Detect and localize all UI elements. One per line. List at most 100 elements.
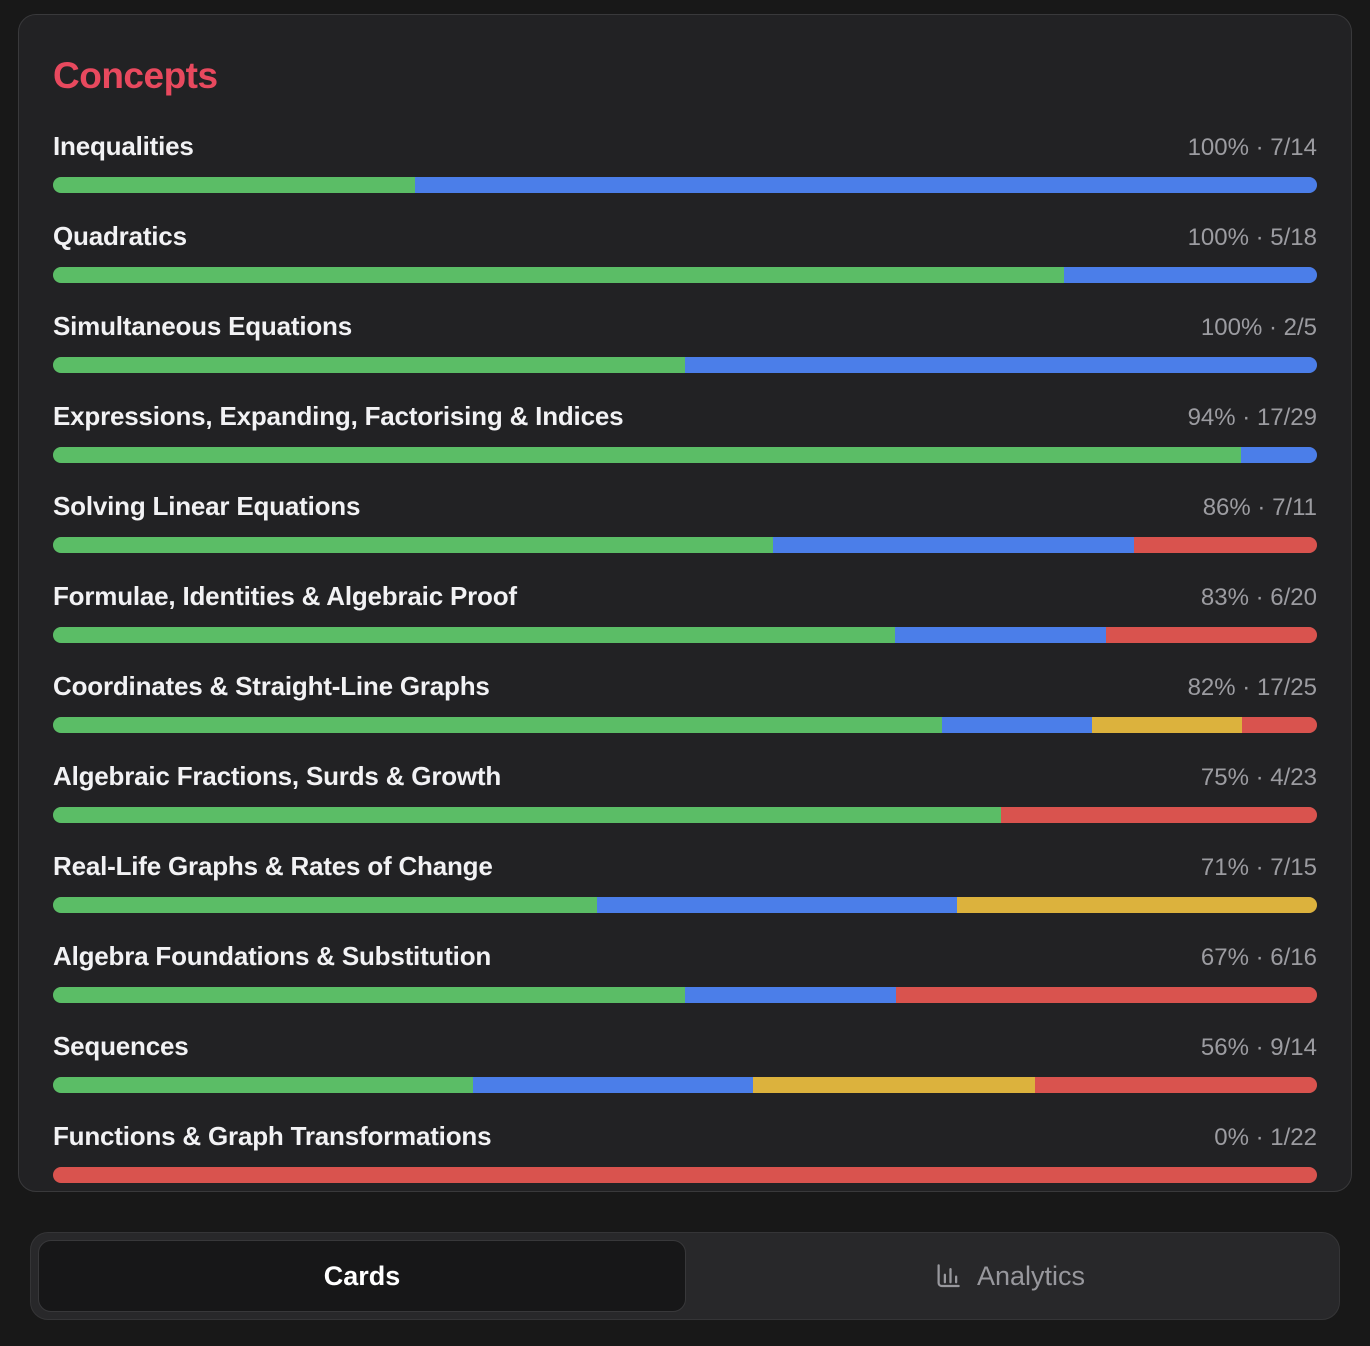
concept-row-header: Sequences 56% · 9/14 [53, 1030, 1317, 1064]
concept-row[interactable]: Solving Linear Equations 86% · 7/11 [53, 490, 1317, 553]
progress-segment-green [53, 537, 774, 553]
concept-row-header: Real-Life Graphs & Rates of Change 71% ·… [53, 850, 1317, 884]
progress-bar [53, 897, 1317, 913]
concept-row[interactable]: Simultaneous Equations 100% · 2/5 [53, 310, 1317, 373]
progress-segment-blue [414, 177, 1317, 193]
tab-cards[interactable]: Cards [38, 1240, 686, 1312]
concept-stats: 75% · 4/23 [1200, 764, 1317, 791]
concept-label: Real-Life Graphs & Rates of Change [53, 851, 493, 881]
concept-stats: 56% · 9/14 [1200, 1034, 1317, 1061]
concept-label: Expressions, Expanding, Factorising & In… [53, 401, 624, 431]
progress-bar [53, 1167, 1317, 1183]
concept-row[interactable]: Inequalities 100% · 7/14 [53, 130, 1317, 193]
progress-segment-green [53, 177, 415, 193]
concept-label: Algebraic Fractions, Surds & Growth [53, 761, 502, 791]
progress-segment-green [53, 447, 1242, 463]
view-switcher: Cards Analytics [30, 1232, 1340, 1320]
progress-segment-green [53, 717, 942, 733]
concept-list: Inequalities 100% · 7/14 Quadratics 100%… [53, 130, 1317, 1183]
progress-segment-blue [472, 1077, 754, 1093]
concept-row-header: Simultaneous Equations 100% · 2/5 [53, 310, 1317, 344]
progress-segment-yellow [956, 897, 1317, 913]
progress-segment-red [1133, 537, 1317, 553]
tab-analytics[interactable]: Analytics [686, 1240, 1332, 1312]
progress-segment-blue [1064, 267, 1317, 283]
concept-stats: 100% · 5/18 [1187, 224, 1317, 251]
tab-cards-label: Cards [323, 1260, 401, 1291]
progress-segment-green [53, 627, 895, 643]
progress-segment-red [1001, 807, 1317, 823]
concepts-panel: Concepts Inequalities 100% · 7/14 Quadra… [18, 14, 1352, 1192]
concept-stats: 83% · 6/20 [1200, 584, 1317, 611]
concept-label: Simultaneous Equations [53, 311, 352, 341]
concept-row-header: Algebraic Fractions, Surds & Growth 75% … [53, 760, 1317, 794]
progress-segment-red [53, 1167, 1317, 1183]
progress-segment-yellow [753, 1077, 1036, 1093]
concept-stats: 0% · 1/22 [1214, 1124, 1317, 1151]
concept-row-header: Expressions, Expanding, Factorising & In… [53, 400, 1317, 434]
concept-row-header: Formulae, Identities & Algebraic Proof 8… [53, 580, 1317, 614]
progress-bar [53, 1077, 1317, 1093]
concept-row-header: Solving Linear Equations 86% · 7/11 [53, 490, 1317, 524]
concept-row[interactable]: Expressions, Expanding, Factorising & In… [53, 400, 1317, 463]
progress-segment-yellow [1091, 717, 1243, 733]
progress-segment-green [53, 807, 1001, 823]
concept-stats: 67% · 6/16 [1200, 944, 1317, 971]
concept-row[interactable]: Algebra Foundations & Substitution 67% ·… [53, 940, 1317, 1003]
progress-bar [53, 537, 1317, 553]
progress-segment-blue [685, 357, 1317, 373]
concept-row-header: Functions & Graph Transformations 0% · 1… [53, 1120, 1317, 1154]
progress-segment-blue [685, 987, 897, 1003]
concept-row[interactable]: Real-Life Graphs & Rates of Change 71% ·… [53, 850, 1317, 913]
progress-segment-blue [1241, 447, 1317, 463]
concept-row[interactable]: Coordinates & Straight-Line Graphs 82% ·… [53, 670, 1317, 733]
progress-bar [53, 987, 1317, 1003]
progress-bar [53, 807, 1317, 823]
concept-stats: 82% · 17/25 [1187, 674, 1317, 701]
concept-label: Sequences [53, 1031, 189, 1061]
progress-bar [53, 357, 1317, 373]
concept-row[interactable]: Quadratics 100% · 5/18 [53, 220, 1317, 283]
concept-row[interactable]: Algebraic Fractions, Surds & Growth 75% … [53, 760, 1317, 823]
concept-row-header: Inequalities 100% · 7/14 [53, 130, 1317, 164]
progress-segment-green [53, 357, 685, 373]
concept-label: Algebra Foundations & Substitution [53, 941, 492, 971]
progress-bar [53, 177, 1317, 193]
progress-segment-red [1242, 717, 1317, 733]
progress-segment-blue [894, 627, 1106, 643]
progress-segment-blue [941, 717, 1092, 733]
progress-segment-green [53, 897, 597, 913]
progress-bar [53, 267, 1317, 283]
progress-segment-red [896, 987, 1317, 1003]
progress-segment-green [53, 267, 1065, 283]
progress-segment-red [1105, 627, 1317, 643]
concept-label: Formulae, Identities & Algebraic Proof [53, 581, 517, 611]
panel-title: Concepts [53, 55, 218, 96]
concept-row[interactable]: Sequences 56% · 9/14 [53, 1030, 1317, 1093]
progress-segment-green [53, 987, 685, 1003]
progress-segment-red [1035, 1077, 1317, 1093]
concept-stats: 71% · 7/15 [1200, 854, 1317, 881]
concept-row[interactable]: Formulae, Identities & Algebraic Proof 8… [53, 580, 1317, 643]
bar-chart-icon [933, 1261, 963, 1291]
progress-segment-green [53, 1077, 473, 1093]
concept-row[interactable]: Functions & Graph Transformations 0% · 1… [53, 1120, 1317, 1183]
concept-stats: 86% · 7/11 [1202, 494, 1317, 521]
concept-label: Quadratics [53, 221, 187, 251]
concept-stats: 100% · 7/14 [1187, 134, 1317, 161]
progress-segment-blue [596, 897, 957, 913]
concept-stats: 94% · 17/29 [1187, 404, 1317, 431]
concept-label: Inequalities [53, 131, 194, 161]
progress-bar [53, 447, 1317, 463]
tab-analytics-label: Analytics [976, 1260, 1086, 1291]
concept-label: Solving Linear Equations [53, 491, 361, 521]
progress-bar [53, 717, 1317, 733]
concept-row-header: Coordinates & Straight-Line Graphs 82% ·… [53, 670, 1317, 704]
concept-row-header: Algebra Foundations & Substitution 67% ·… [53, 940, 1317, 974]
progress-bar [53, 627, 1317, 643]
concept-stats: 100% · 2/5 [1200, 314, 1317, 341]
progress-segment-blue [773, 537, 1134, 553]
concept-row-header: Quadratics 100% · 5/18 [53, 220, 1317, 254]
concept-label: Functions & Graph Transformations [53, 1121, 492, 1151]
